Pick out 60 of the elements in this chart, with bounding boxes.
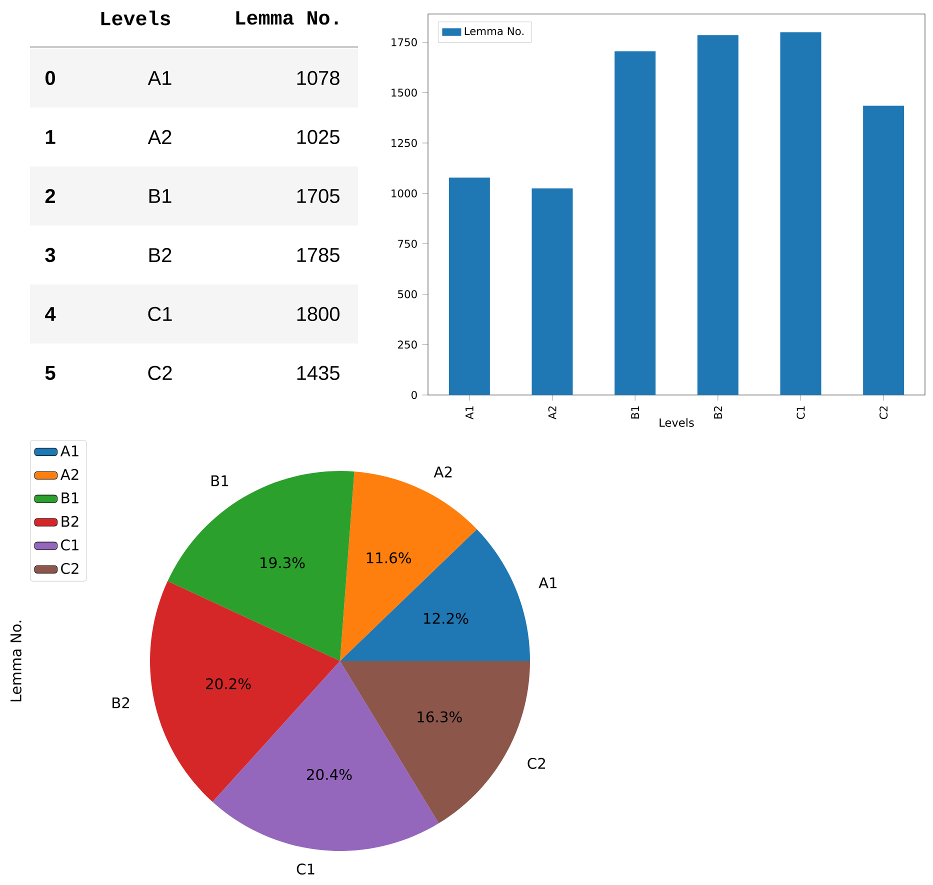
- y-tick-label: 2: [45, 189, 56, 203]
- x-tick-label: B1: [631, 406, 639, 418]
- y-tick-label: 1: [46, 130, 56, 144]
- legend-label: B1: [62, 492, 78, 504]
- y2-axis-title: Levels: [101, 10, 170, 26]
- y-tick-label: 1500: [392, 88, 417, 97]
- y-tick-label: 750: [398, 240, 417, 248]
- y2-tick-label: A1: [148, 71, 172, 85]
- x-axis-title: Levels: [660, 418, 694, 427]
- y2-tick-label: B2: [149, 248, 172, 262]
- slice-label: B2: [112, 697, 130, 708]
- y-tick-label: 4: [45, 307, 56, 321]
- bar: [863, 106, 904, 395]
- data-label: 20.2%: [206, 678, 251, 690]
- y-tick-label: 1250: [392, 138, 417, 148]
- data-label: 12.2%: [424, 612, 468, 624]
- slice-label: A1: [538, 577, 557, 588]
- x-tick-label: B2: [714, 406, 722, 418]
- y-tick-label: 1000: [392, 189, 417, 198]
- y-tick-label: 250: [398, 340, 417, 349]
- bar: [780, 32, 822, 395]
- y2-tick-label: C1: [148, 306, 172, 322]
- legend-label: A1: [60, 446, 78, 456]
- data-label: 1435: [297, 366, 340, 380]
- legend-label: B2: [62, 516, 78, 527]
- x-tick-label: C2: [880, 406, 888, 420]
- legend-label: Lemma No.: [464, 27, 524, 36]
- data-label: 20.4%: [307, 768, 352, 780]
- y2-tick-label: A2: [148, 130, 172, 144]
- data-label: 11.6%: [366, 552, 412, 564]
- y2-tick-label: B1: [149, 189, 172, 203]
- legend-label: A2: [60, 468, 78, 480]
- data-label: 1025: [297, 130, 340, 144]
- slice-label: B1: [212, 475, 228, 486]
- x-tick-label: A1: [466, 406, 474, 420]
- y-tick-label: 0: [412, 390, 417, 400]
- slice-label: A2: [434, 466, 452, 478]
- x-tick-label: C1: [796, 406, 805, 420]
- bar: [697, 35, 738, 395]
- x-tick-label: A2: [548, 406, 556, 420]
- data-label: 1800: [297, 306, 340, 322]
- bar: [448, 178, 490, 395]
- data-label: 1078: [297, 70, 340, 86]
- legend-label: C2: [61, 562, 78, 574]
- y-tick-label: 0: [46, 70, 56, 86]
- y2-tick-label: C2: [148, 366, 172, 380]
- data-label: 1705: [297, 188, 340, 204]
- slice-label: C1: [296, 864, 314, 875]
- data-label: 1785: [297, 248, 340, 262]
- bar: [532, 188, 573, 395]
- slice-label: C2: [528, 758, 546, 769]
- data-label: 16.3%: [418, 711, 462, 722]
- legend-label: C1: [61, 539, 78, 551]
- y-tick-label: 1750: [392, 38, 417, 46]
- y-tick-label: 5: [45, 366, 56, 380]
- data-label: 19.3%: [260, 557, 305, 568]
- bar: [614, 51, 656, 395]
- text: Lemma No.: [10, 620, 22, 702]
- y-tick-label: 500: [398, 290, 417, 298]
- y-tick-label: 3: [45, 248, 56, 262]
